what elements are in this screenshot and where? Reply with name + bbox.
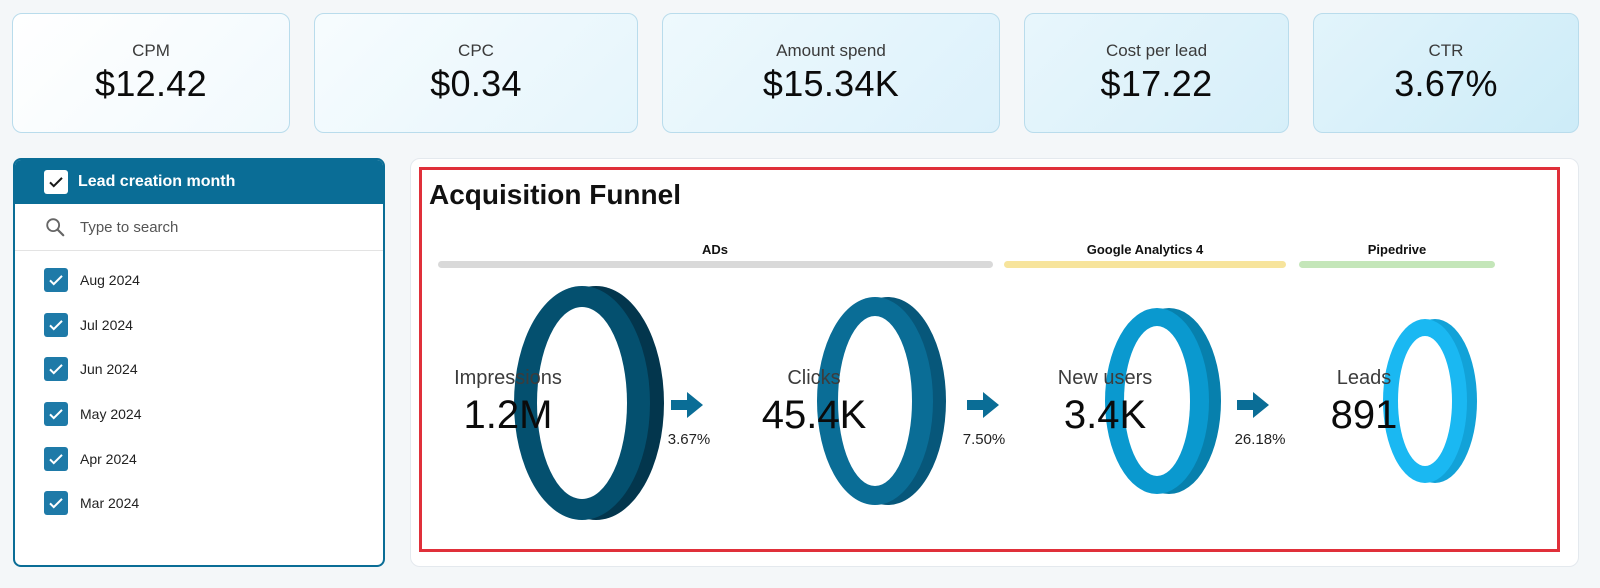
month-filter-panel: Lead creation month Aug 2024 Jul 2024 Jun … xyxy=(13,158,385,567)
highlight-frame xyxy=(419,167,1560,552)
search-input[interactable] xyxy=(80,218,340,236)
check-icon xyxy=(49,364,63,375)
filter-item[interactable]: May 2024 xyxy=(15,392,383,437)
stage-label-new-users: New users xyxy=(1057,367,1153,389)
search-icon xyxy=(46,218,65,237)
kpi-value: 3.67% xyxy=(1394,63,1498,104)
filter-item[interactable]: Jul 2024 xyxy=(15,303,383,348)
funnel-ring-leads xyxy=(1383,319,1477,483)
funnel-ring-clicks xyxy=(817,297,946,505)
stage-value-leads: 891 xyxy=(1330,393,1398,437)
kpi-label: Cost per lead xyxy=(1105,41,1208,60)
check-icon xyxy=(49,275,63,286)
arrow-right-icon xyxy=(671,392,703,418)
arrow-right-icon xyxy=(967,392,999,418)
check-icon xyxy=(49,498,63,509)
filter-header[interactable]: Lead creation month xyxy=(15,160,383,204)
kpi-label: CPM xyxy=(132,41,170,60)
kpi-card-cpc: CPC $0.34 xyxy=(314,13,638,133)
funnel-card: Acquisition Funnel ADs Google Analytics … xyxy=(410,158,1579,567)
kpi-card-cpm: CPM $12.42 xyxy=(12,13,290,133)
filter-item-label: May 2024 xyxy=(80,406,142,423)
conversion-rate: 7.50% xyxy=(962,431,1006,448)
check-icon xyxy=(49,409,63,420)
filter-item-label: Jul 2024 xyxy=(80,316,133,333)
kpi-card-cost-per-lead: Cost per lead $17.22 xyxy=(1024,13,1289,133)
check-icon xyxy=(49,453,63,465)
stage-label-clicks: Clicks xyxy=(787,367,841,389)
kpi-label: CPC xyxy=(458,41,494,60)
arrow-right-icon xyxy=(1237,392,1269,418)
filter-item[interactable]: Jun 2024 xyxy=(15,347,383,392)
filter-title: Lead creation month xyxy=(78,173,236,190)
select-all-checkbox[interactable] xyxy=(44,170,68,194)
filter-item-label: Apr 2024 xyxy=(80,450,137,467)
filter-item-checkbox[interactable] xyxy=(44,312,68,337)
kpi-value: $0.34 xyxy=(430,63,522,104)
filter-item-checkbox[interactable] xyxy=(44,402,68,427)
kpi-value: $17.22 xyxy=(1100,63,1213,104)
filter-item-checkbox[interactable] xyxy=(44,357,68,382)
stage-label-impressions: Impressions xyxy=(454,367,562,389)
stage-value-new-users: 3.4K xyxy=(1063,393,1147,437)
kpi-card-amount-spend: Amount spend $15.34K xyxy=(662,13,1000,133)
stage-value-clicks: 45.4K xyxy=(761,393,867,437)
filter-item-checkbox[interactable] xyxy=(44,446,68,471)
kpi-value: $15.34K xyxy=(762,63,900,104)
conversion-rate: 26.18% xyxy=(1234,431,1286,448)
kpi-label: Amount spend xyxy=(776,41,886,60)
stage-label-leads: Leads xyxy=(1336,367,1392,389)
filter-item[interactable]: Aug 2024 xyxy=(15,258,383,303)
filter-item[interactable]: Mar 2024 xyxy=(15,481,383,526)
section-bar-pipedrive xyxy=(1299,261,1495,268)
funnel-ring-new-users xyxy=(1105,308,1221,494)
filter-item-label: Jun 2024 xyxy=(80,361,138,378)
stage-value-impressions: 1.2M xyxy=(463,393,553,437)
check-icon xyxy=(49,177,63,188)
conversion-rate: 3.67% xyxy=(667,431,711,448)
filter-search xyxy=(15,204,383,251)
section-bar-ga4 xyxy=(1004,261,1286,268)
filter-list: Aug 2024 Jul 2024 Jun 2024 May 2024 Apr 2024… xyxy=(15,251,383,526)
filter-item-checkbox[interactable] xyxy=(44,268,68,293)
section-bar-ads xyxy=(438,261,993,268)
check-icon xyxy=(49,320,63,331)
filter-item[interactable]: Apr 2024 xyxy=(15,436,383,481)
filter-item-label: Aug 2024 xyxy=(80,272,140,289)
section-label-pipedrive: Pipedrive xyxy=(1367,242,1427,257)
section-label-ga4: Google Analytics 4 xyxy=(1086,242,1204,257)
kpi-card-ctr: CTR 3.67% xyxy=(1313,13,1579,133)
kpi-label: CTR xyxy=(1428,41,1464,60)
filter-item-label: Mar 2024 xyxy=(80,495,140,512)
filter-item-checkbox[interactable] xyxy=(44,491,68,516)
funnel-ring-impressions xyxy=(514,286,664,520)
kpi-value: $12.42 xyxy=(95,63,207,104)
section-label-ads: ADs xyxy=(701,242,729,257)
funnel-title: Acquisition Funnel xyxy=(429,179,681,210)
